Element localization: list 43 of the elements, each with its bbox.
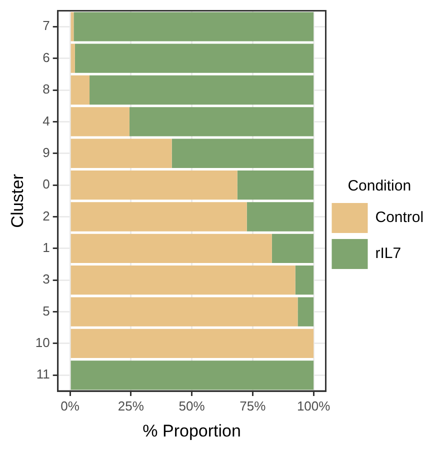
y-axis-title: Cluster	[8, 174, 27, 228]
x-tick-label: 100%	[296, 398, 331, 414]
x-tick-label: 75%	[240, 398, 266, 414]
y-tick-label: 6	[42, 50, 50, 65]
y-tick-label: 5	[42, 303, 50, 318]
bar	[70, 266, 296, 295]
y-tick-label: 3	[42, 272, 50, 287]
bar	[246, 202, 314, 232]
bar	[237, 170, 314, 200]
bar	[70, 170, 238, 200]
bar	[70, 328, 314, 358]
y-tick-label: 11	[36, 366, 50, 382]
bar	[70, 297, 298, 326]
legend-label: Control	[375, 209, 424, 226]
bar	[272, 234, 314, 263]
y-tick-label: 8	[42, 82, 50, 97]
x-tick-label: 50%	[178, 398, 206, 414]
y-tick-label: 0	[42, 176, 50, 192]
y-tick-label: 2	[42, 208, 50, 224]
bar	[74, 12, 314, 42]
x-tick-label: 25%	[118, 398, 144, 414]
bar	[295, 266, 314, 295]
legend-title: Condition	[348, 178, 412, 195]
bar	[70, 234, 272, 263]
bar	[70, 138, 172, 168]
bar	[70, 75, 90, 105]
bar	[129, 107, 314, 136]
bar	[298, 297, 314, 326]
bar	[70, 202, 247, 232]
y-tick-label: 7	[42, 18, 50, 34]
bar	[70, 360, 314, 390]
y-tick-label: 9	[42, 144, 50, 160]
y-tick-label: 10	[35, 335, 50, 350]
bar	[172, 138, 314, 168]
bar	[74, 44, 314, 73]
x-tick-label: 0%	[60, 398, 80, 414]
bar	[90, 75, 314, 105]
legend-label: rIL7	[375, 245, 402, 262]
bar	[70, 107, 130, 136]
bar	[70, 44, 75, 73]
x-axis-title: % Proportion	[142, 421, 241, 440]
y-tick-label: 1	[42, 240, 50, 256]
y-tick-label: 4	[42, 113, 50, 128]
